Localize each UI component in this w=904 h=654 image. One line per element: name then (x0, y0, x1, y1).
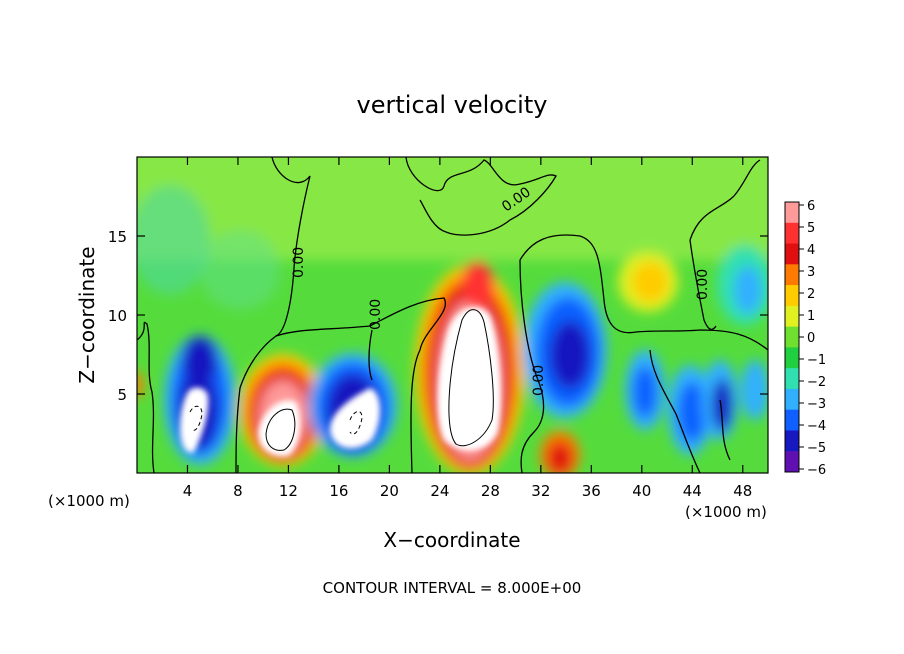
colorbar-tick-label: −5 (807, 441, 826, 456)
x-tick-label: 8 (233, 482, 243, 500)
chart-title: vertical velocity (357, 91, 548, 119)
colorbar-swatch (785, 451, 799, 473)
x-tick-label: 16 (329, 482, 348, 500)
colorbar-tick-label: 3 (807, 265, 815, 280)
zero-contours (137, 157, 768, 473)
y-tick-label: 10 (108, 307, 127, 325)
x-tick-label: 28 (481, 482, 500, 500)
colorbar: 6 5 4 3 2 1 0 −1 −2 −3 −4 −5 −6 (784, 199, 826, 478)
x-tick-label: 4 (183, 482, 193, 500)
x-tick-label: 48 (733, 482, 752, 500)
contour-interval-note: CONTOUR INTERVAL = 8.000E+00 (323, 579, 582, 597)
colorbar-swatch (785, 409, 799, 431)
colorbar-tick-label: −4 (807, 419, 826, 434)
plot-area: 0.00 0.00 0.00 0.00 0.00 (137, 157, 768, 473)
colorbar-swatch (785, 285, 799, 307)
colorbar-swatch (785, 202, 799, 224)
colorbar-tick-label: −1 (807, 353, 826, 368)
y-tick-label: 5 (117, 386, 127, 404)
x-axis-label: X−coordinate (383, 528, 520, 552)
colorbar-tick-label: 0 (807, 331, 815, 346)
saturated-cores (180, 307, 501, 457)
x-tick-label: 24 (430, 482, 449, 500)
x-axis: 4 8 12 16 20 24 28 32 36 40 44 48 (183, 157, 752, 500)
colorbar-swatch (785, 305, 799, 328)
colorbar-swatch (785, 326, 799, 348)
colorbar-tick-label: −2 (807, 375, 826, 390)
x-tick-label: 36 (582, 482, 601, 500)
y-axis-label: Z−coordinate (75, 246, 99, 383)
contour-label: 0.00 (531, 365, 547, 396)
colorbar-swatch (785, 368, 799, 390)
x-tick-label: 40 (632, 482, 651, 500)
x-tick-label: 12 (279, 482, 298, 500)
colorbar-swatch (785, 388, 799, 411)
x-unit-label-left: (×1000 m) (48, 492, 130, 510)
contour-label: 0.00 (291, 247, 307, 278)
colorbar-tick-label: −3 (807, 397, 826, 412)
colorbar-swatch (785, 243, 799, 265)
colorbar-swatch (785, 347, 799, 369)
y-tick-label: 15 (108, 228, 127, 246)
x-unit-label-right: (×1000 m) (685, 503, 767, 521)
inner-contours (189, 309, 494, 451)
colorbar-swatch (785, 222, 799, 245)
y-axis: 5 10 15 (108, 228, 768, 404)
colorbar-tick-label: 6 (807, 199, 815, 214)
x-tick-label: 32 (531, 482, 550, 500)
colorbar-tick-label: 4 (807, 243, 815, 258)
colorbar-swatch (785, 430, 799, 452)
colorbar-tick-label: 1 (807, 309, 815, 324)
colorbar-swatch (785, 264, 799, 286)
colorbar-tick-label: 5 (807, 221, 815, 236)
colorbar-tick-label: −6 (807, 463, 826, 478)
contour-label: 0.00 (368, 299, 384, 330)
x-tick-label: 44 (683, 482, 702, 500)
colorbar-tick-label: 2 (807, 287, 815, 302)
contour-label: 0.00 (695, 269, 711, 300)
x-tick-label: 20 (380, 482, 399, 500)
